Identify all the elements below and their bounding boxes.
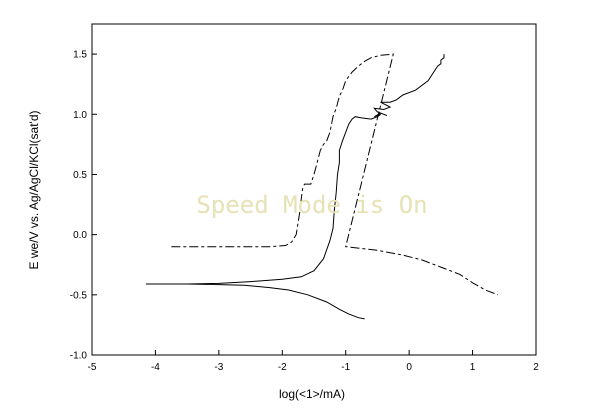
y-axis: -1.0 -0.5 0.0 0.5 1.0 1.5 <box>70 50 97 362</box>
x-tick-label: -1 <box>341 362 350 373</box>
x-axis: -5 -4 -3 -2 -1 0 1 2 <box>88 350 540 373</box>
x-tick-label: 2 <box>533 362 539 373</box>
y-tick-label: 1.0 <box>73 110 87 121</box>
y-axis-title: E we/V vs. Ag/AgCl/KCl(sat'd) <box>27 110 41 269</box>
y-tick-label: 0.0 <box>73 230 87 241</box>
y-tick-label: -1.0 <box>70 351 88 362</box>
x-axis-title: log(<1>/mA) <box>279 387 345 401</box>
series-line-2-dashed <box>171 54 498 295</box>
series-layer <box>146 54 498 319</box>
x-tick-label: -5 <box>88 362 97 373</box>
x-tick-label: 1 <box>470 362 476 373</box>
y-tick-label: 1.5 <box>73 50 87 61</box>
y-tick-label: -0.5 <box>70 290 88 301</box>
plot-frame <box>92 24 536 355</box>
x-tick-label: -2 <box>278 362 287 373</box>
x-tick-label: 0 <box>406 362 412 373</box>
speed-mode-watermark: Speed Mode is On <box>196 191 427 219</box>
y-tick-label: 0.5 <box>73 170 87 181</box>
x-tick-label: -4 <box>151 362 160 373</box>
series-line-1-solid <box>146 54 444 319</box>
x-tick-label: -3 <box>214 362 223 373</box>
